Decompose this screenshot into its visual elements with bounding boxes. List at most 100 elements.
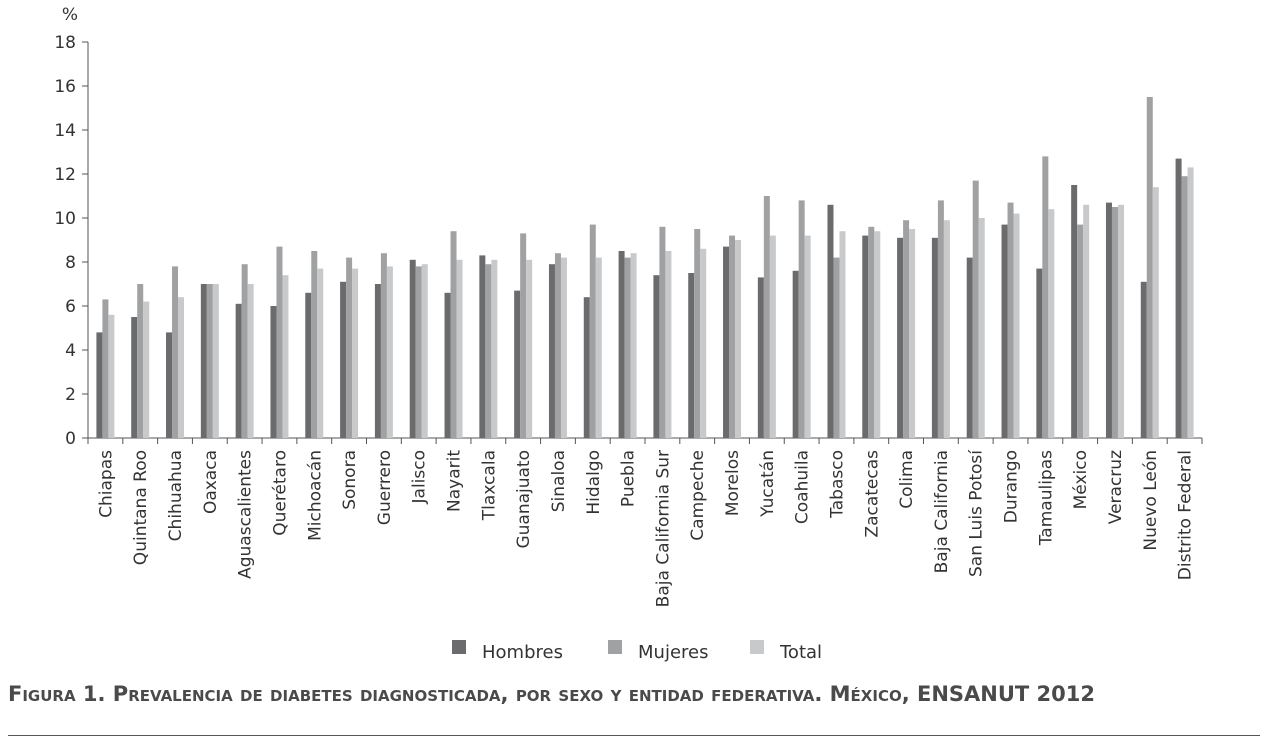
- x-tick-label: México: [1071, 450, 1091, 509]
- bar-chart: % 0 2 4 6 8 10 12 14 16 18 Chiapas Quintana Roo Chih…: [54, 5, 1203, 663]
- x-tick-label: Sinaloa: [549, 450, 569, 512]
- x-tick-label: Chiapas: [96, 450, 116, 518]
- bar-hombres-19: [723, 246, 730, 438]
- x-tick-label: Chihuahua: [166, 450, 186, 541]
- x-tick-label: Nayarit: [445, 450, 465, 512]
- y-tick-label: 8: [65, 253, 76, 273]
- legend-label-hombres: Hombres: [482, 642, 563, 663]
- bar-total-8: [352, 268, 359, 438]
- legend-swatch-hombres: [452, 640, 466, 654]
- bar-total-31: [1152, 187, 1159, 438]
- bar-total-3: [178, 297, 185, 438]
- bar-mujeres-17: [659, 226, 666, 438]
- bar-hombres-8: [340, 281, 347, 438]
- x-tick-label: Coahuila: [793, 450, 813, 524]
- bar-total-4: [212, 284, 219, 438]
- bar-mujeres-7: [311, 251, 318, 438]
- x-tick-label: Yucatán: [758, 450, 778, 518]
- bar-total-27: [1013, 213, 1020, 438]
- y-axis-unit-label: %: [62, 5, 78, 25]
- bar-hombres-27: [1001, 224, 1008, 438]
- bar-total-19: [735, 240, 742, 438]
- y-tick-label: 14: [54, 121, 76, 141]
- bar-hombres-16: [618, 251, 625, 438]
- bar-hombres-18: [688, 273, 695, 438]
- x-tick-label: Michoacán: [305, 450, 325, 541]
- bar-mujeres-5: [241, 264, 248, 438]
- bar-hombres-28: [1036, 268, 1043, 438]
- bar-mujeres-14: [554, 253, 561, 438]
- bar-hombres-17: [653, 275, 660, 438]
- x-tick-label: Puebla: [619, 450, 639, 507]
- x-tick-label: Tlaxcala: [479, 450, 499, 521]
- bar-hombres-22: [827, 204, 834, 438]
- bar-total-14: [560, 257, 567, 438]
- bar-total-20: [769, 235, 776, 438]
- y-tick-label: 0: [65, 429, 76, 449]
- x-tick-label: Baja California Sur: [653, 450, 673, 607]
- bar-hombres-15: [583, 297, 590, 438]
- bar-total-21: [804, 235, 811, 438]
- x-tick-label: Nuevo León: [1141, 450, 1161, 551]
- bar-hombres-30: [1105, 202, 1112, 438]
- y-tick-label: 18: [54, 33, 76, 53]
- bar-total-28: [1048, 209, 1055, 438]
- legend-swatch-total: [750, 640, 764, 654]
- bar-mujeres-29: [1077, 224, 1084, 438]
- bar-mujeres-31: [1146, 97, 1153, 438]
- bar-mujeres-8: [346, 257, 353, 438]
- bar-mujeres-22: [833, 257, 840, 438]
- bar-hombres-4: [200, 284, 207, 438]
- y-tick-label: 16: [54, 77, 76, 97]
- axes: 0 2 4 6 8 10 12 14 16 18 Chiapas Quintana Roo Chihua…: [54, 33, 1203, 607]
- bar-mujeres-28: [1042, 156, 1049, 438]
- x-tick-label: Morelos: [723, 450, 743, 516]
- x-tick-label: Jalisco: [410, 450, 430, 504]
- bar-total-22: [839, 231, 846, 438]
- caption-tail: ENSANUT 2012: [917, 682, 1096, 706]
- bottom-rule: [8, 735, 1260, 736]
- bar-hombres-24: [897, 237, 904, 438]
- bar-hombres-12: [479, 255, 486, 438]
- bar-mujeres-16: [624, 257, 631, 438]
- bar-total-9: [386, 266, 393, 438]
- bar-mujeres-21: [798, 200, 805, 438]
- bar-hombres-23: [862, 235, 869, 438]
- bar-total-12: [491, 259, 498, 438]
- bar-mujeres-9: [380, 253, 387, 438]
- x-tick-label: Quintana Roo: [131, 450, 151, 565]
- x-tick-label: San Luis Potosí: [967, 449, 987, 577]
- bar-hombres-3: [166, 332, 173, 438]
- legend-label-mujeres: Mujeres: [638, 642, 708, 663]
- bar-total-1: [108, 314, 115, 438]
- bar-mujeres-25: [937, 200, 944, 438]
- x-tick-label: Tamaulipas: [1036, 450, 1056, 546]
- figure-caption: Figura 1. Prevalencia de diabetes diagno…: [8, 682, 1258, 706]
- x-tick-label: Zacatecas: [862, 450, 882, 538]
- bar-hombres-13: [514, 290, 521, 438]
- bar-hombres-29: [1071, 185, 1078, 438]
- bar-mujeres-2: [137, 284, 144, 438]
- bar-mujeres-1: [102, 299, 109, 438]
- bar-hombres-21: [792, 270, 799, 438]
- bar-total-15: [595, 257, 602, 438]
- bar-total-17: [665, 251, 672, 438]
- bar-total-23: [874, 231, 881, 438]
- bar-total-30: [1117, 204, 1124, 438]
- bar-mujeres-27: [1007, 202, 1014, 438]
- bar-mujeres-18: [694, 229, 701, 438]
- bar-hombres-31: [1140, 281, 1147, 438]
- bar-hombres-2: [131, 317, 138, 438]
- bar-total-29: [1083, 204, 1090, 438]
- x-tick-label: Guerrero: [375, 450, 395, 525]
- bar-hombres-6: [270, 306, 277, 438]
- bar-total-10: [421, 264, 428, 438]
- bar-hombres-10: [409, 259, 416, 438]
- legend-label-total: Total: [779, 642, 822, 663]
- x-tick-label: Distrito Federal: [1176, 450, 1196, 580]
- legend-swatch-mujeres: [608, 640, 622, 654]
- bar-mujeres-15: [589, 224, 596, 438]
- bar-hombres-7: [305, 292, 312, 438]
- x-tick-label: Querétaro: [270, 450, 290, 536]
- bar-hombres-1: [96, 332, 103, 438]
